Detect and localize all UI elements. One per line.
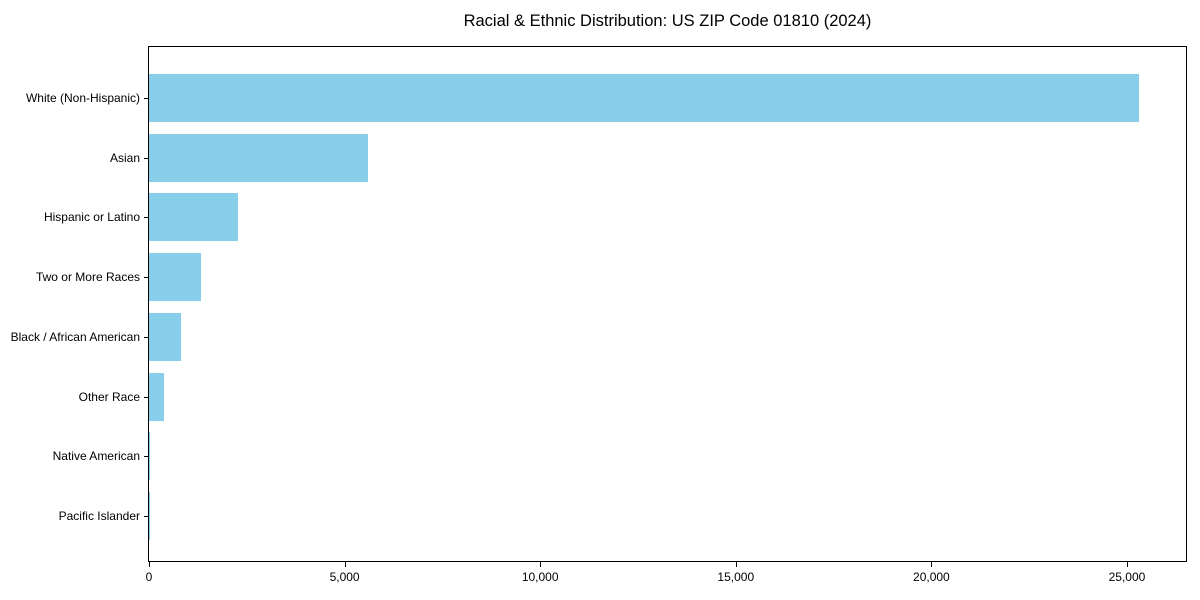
y-tick-mark — [144, 217, 148, 219]
x-axis-tick-label: 15,000 — [717, 570, 755, 584]
y-tick-mark — [144, 157, 148, 159]
x-axis-tick-label: 10,000 — [521, 570, 559, 584]
chart-bar — [149, 133, 369, 182]
y-tick-mark — [144, 456, 148, 458]
y-axis-category-label: Pacific Islander — [58, 508, 140, 523]
y-tick-mark — [144, 98, 148, 99]
y-axis-category-label: Asian — [109, 150, 140, 165]
y-axis-category-label: Native American — [52, 449, 140, 464]
x-axis-tick-label: 5,000 — [329, 570, 360, 584]
x-tick-mark — [344, 562, 346, 567]
x-tick-mark — [931, 562, 933, 567]
y-tick-mark — [144, 515, 148, 517]
y-tick-mark — [144, 277, 148, 279]
x-axis-tick-label: 0 — [145, 570, 153, 584]
chart-bar — [149, 193, 238, 242]
x-axis-tick-label: 20,000 — [913, 570, 950, 584]
chart-bar — [149, 432, 150, 481]
y-axis-category-label: Hispanic or Latino — [43, 210, 140, 225]
y-axis-category-label: Other Race — [78, 389, 140, 404]
y-axis-category-label: Black / African American — [10, 329, 140, 344]
x-tick-mark — [735, 562, 737, 567]
x-axis-tick-label: 25,000 — [1108, 570, 1146, 584]
chart-bar — [149, 372, 164, 421]
x-tick-mark — [540, 562, 542, 567]
x-tick-mark — [1126, 562, 1128, 567]
y-axis-category-label: White (Non-Hispanic) — [25, 91, 140, 105]
chart-bar — [149, 253, 202, 302]
x-tick-mark — [149, 562, 150, 567]
chart-title: Racial & Ethnic Distribution: US ZIP Cod… — [463, 12, 872, 30]
chart-bar — [149, 74, 1139, 122]
y-tick-mark — [144, 396, 148, 398]
y-axis-category-label: Two or More Races — [35, 270, 140, 285]
chart-bar — [149, 312, 182, 361]
plot-area: White (Non-Hispanic) Asian Hispanic or Lat… — [11, 46, 1187, 584]
y-tick-mark — [144, 336, 148, 338]
